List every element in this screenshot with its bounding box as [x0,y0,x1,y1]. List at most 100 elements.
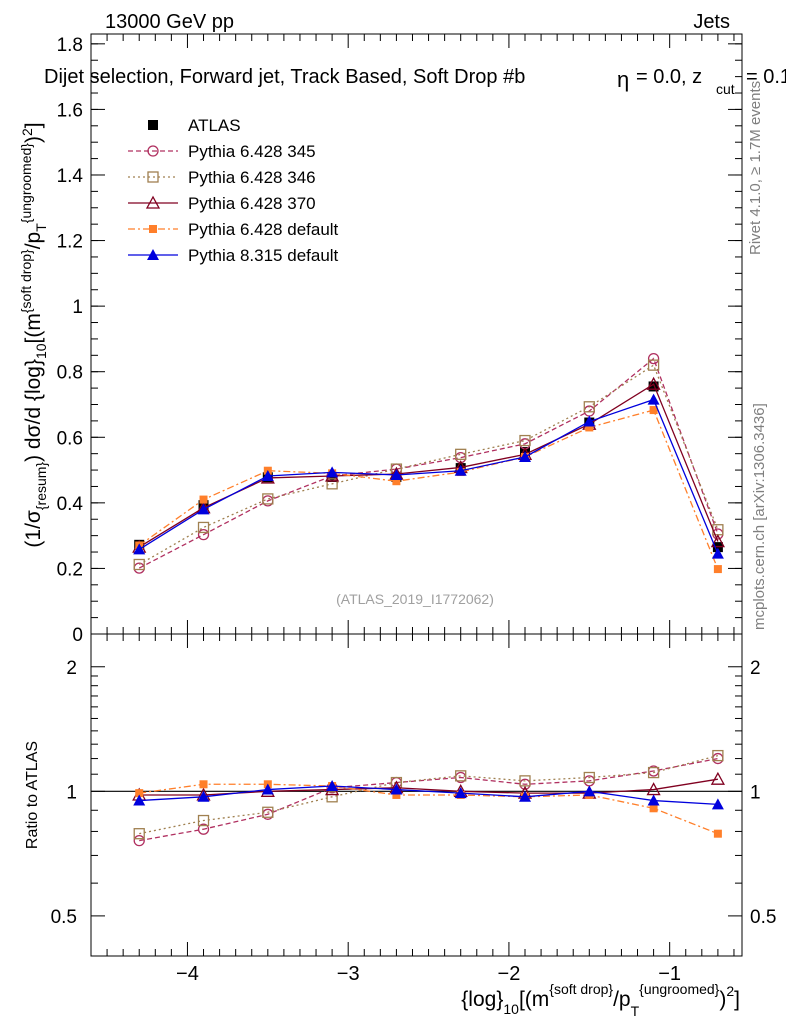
main-series-group [132,352,725,574]
data-point [648,381,659,392]
data-point [519,450,531,462]
data-point [585,423,594,432]
data-point [711,547,724,559]
x-tick-label: −3 [337,963,360,985]
ratio-data-point [135,789,144,798]
legend-marker [148,120,158,130]
ratio-series-group [132,749,725,847]
legend-label: Pythia 6.428 346 [188,168,316,187]
series-line [138,357,719,569]
ratio-plot-frame [90,633,743,957]
data-point [583,401,595,413]
data-point [262,493,274,505]
ratio-data-point [455,770,467,782]
ratio-series-line [139,757,719,842]
data-point [326,478,338,490]
legend-entry: Pythia 6.428 default [128,220,339,239]
data-point [261,469,274,481]
y-tick-label: 1.4 [57,166,84,187]
legend-entry: Pythia 6.428 346 [128,168,316,187]
ratio-data-point [390,783,403,795]
series-pythia-6-428-370 [132,376,725,553]
data-point [455,448,467,460]
ratio-data-point [197,790,210,802]
data-point [647,359,660,371]
y-tick-label: 1 [72,297,83,318]
series-pythia-6-428-346 [133,359,724,571]
legend-label: Pythia 8.315 default [188,246,339,265]
ratio-data-point [454,787,467,799]
ratio-y-tick-label: 0.5 [51,907,77,928]
x-axis-label-text: {log}10[(m{soft drop}/pT{ungroomed})2] [461,981,740,1019]
ratio-series-pythia-6-428-370 [132,771,725,801]
data-point [710,534,725,548]
legend-entry: Pythia 8.315 default [128,246,339,265]
ratio-data-point [519,790,531,802]
ratio-series-line [139,778,718,796]
y-tick-label: 0.2 [57,559,83,580]
ratio-data-point [647,766,660,779]
ratio-data-point [583,771,595,784]
data-point [454,464,467,476]
ratio-y-tick-label-right: 1 [750,782,761,803]
ratio-data-point [133,794,146,806]
ratio-data-point [712,752,724,765]
data-point [519,434,531,447]
series-pythia-6-428-345 [133,352,724,574]
ratio-data-point [197,823,210,835]
legend: ATLAS Pythia 6.428 345 Pythia 6.428 346 Pyt… [128,116,339,265]
ratio-series-line [139,783,719,835]
y-tick-label: 0 [72,625,83,646]
data-point [197,503,210,515]
analysis-watermark: (ATLAS_2019_I1772062) [336,591,494,607]
legend-entry: ATLAS [148,116,241,135]
y-tick-label: 1.2 [57,232,83,253]
ratio-series-pythia-6-428-default [135,780,722,838]
data-point [133,543,146,555]
main-y-axis-label-text: (1/σ{resum}) dσ/d {log}10[(m{soft drop}/… [18,122,49,547]
ratio-y-tick-label: 2 [66,658,77,679]
ratio-data-point [133,835,145,847]
rivet-label: Rivet 4.1.0, ≥ 1.7M events [747,81,764,255]
legend-label: Pythia 6.428 default [188,220,339,239]
main-y-axis-label: (1/σ{resum}) dσ/d {log}10[(m{soft drop}/… [18,122,49,547]
ratio-axis-ticks: −4 −3 −2 −1 0.5 0.5 1 1 2 2 [51,34,776,985]
ratio-data-point [262,806,274,818]
data-point [199,495,208,504]
ratio-data-point [710,771,725,785]
series-line [138,409,719,570]
legend-marker [149,225,157,233]
legend-entry: Pythia 6.428 370 [128,194,316,213]
data-point [583,415,596,427]
legend-label: Pythia 6.428 345 [188,142,316,161]
energy-label: 13000 GeV pp [105,11,234,33]
subtitle: Dijet selection, Forward jet, Track Base… [44,66,786,97]
data-point [326,466,339,478]
main-axis-ticks: 0 0.2 0.4 0.6 0.8 1 1.2 1.4 1.6 1.8 [57,35,742,646]
x-axis-label: {log}10[(m{soft drop}/pT{ungroomed})2] [461,981,740,1019]
ratio-data-point [647,794,660,806]
y-tick-label: 1.8 [57,35,83,56]
x-tick-label: −2 [498,963,521,985]
x-tick-label: −1 [658,963,681,985]
ratio-data-point [133,828,145,840]
ratio-data-point [199,780,208,789]
ratio-data-point [261,783,274,795]
data-point [392,477,401,486]
data-point [133,558,145,571]
ratio-data-point [649,804,658,813]
subtitle-beta: η [617,67,629,92]
legend-label: ATLAS [188,116,241,135]
data-point [197,529,210,541]
ratio-data-point [326,780,339,792]
legend-label: Pythia 6.428 370 [188,194,316,213]
process-label: Jets [693,11,730,33]
y-tick-label: 0.6 [57,428,83,449]
legend-marker [145,195,161,209]
ratio-data-point [392,790,401,799]
ratio-data-point [711,798,724,810]
subtitle-end: = 0.1 [746,66,786,88]
series-atlas [134,381,723,553]
series-line [138,398,719,554]
